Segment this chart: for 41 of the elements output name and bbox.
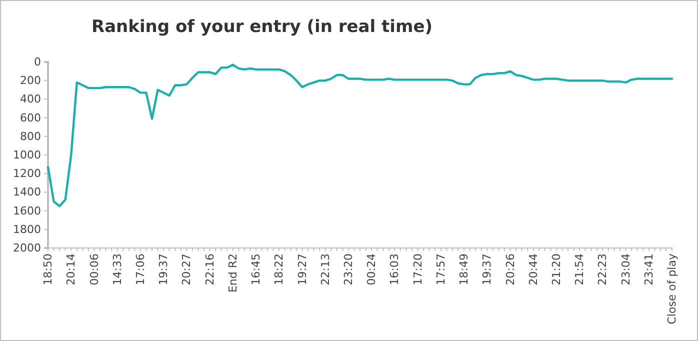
x-tick-label: 19:27 <box>296 254 309 286</box>
y-tick-label: 0 <box>34 56 41 69</box>
x-tick-label: 23:04 <box>619 254 632 286</box>
x-tick-label: 22:23 <box>596 254 610 286</box>
x-tick-label: 18:50 <box>42 254 55 286</box>
chart-title: Ranking of your entry (in real time) <box>91 17 433 37</box>
x-tick-label: 23:20 <box>342 254 355 286</box>
x-tick-label: 22:16 <box>203 254 216 286</box>
x-tick-label: 17:06 <box>134 254 147 286</box>
x-tick-label: 20:14 <box>64 254 78 286</box>
x-tick-label: 21:54 <box>573 254 586 286</box>
x-tick-label: 00:24 <box>365 254 378 286</box>
x-tick-label: 20:27 <box>180 254 194 286</box>
x-tick-label: 20:44 <box>526 254 540 286</box>
x-tick-label: 16:45 <box>250 254 263 286</box>
line-series <box>46 64 674 208</box>
y-tick-label: 1200 <box>13 167 41 180</box>
x-tick-label: 17:57 <box>434 254 448 286</box>
y-tick-label: 1400 <box>13 186 41 199</box>
x-tick-label: End R2 <box>226 254 240 293</box>
y-tick-label: 1600 <box>13 204 41 218</box>
x-tick-label: 16:03 <box>388 254 402 286</box>
x-tick-label: 19:37 <box>480 254 494 286</box>
x-tick-label: 23:41 <box>642 254 656 286</box>
y-tick-label: 800 <box>20 130 41 143</box>
y-tick-label: 1800 <box>13 222 41 236</box>
y-tick-label: 600 <box>20 111 41 124</box>
y-tick-label: 2000 <box>13 242 41 255</box>
x-tick-label: 18:49 <box>458 254 471 286</box>
x-tick-label: 17:20 <box>411 254 424 286</box>
x-tick-label: 00:06 <box>88 254 101 286</box>
y-tick-label: 200 <box>20 74 41 88</box>
y-tick-label: 1000 <box>13 148 41 162</box>
x-tick-label: 19:37 <box>157 254 170 286</box>
x-tick-label: 14:33 <box>110 254 124 286</box>
y-tick-label: 400 <box>20 92 41 106</box>
x-tick-label: 18:22 <box>272 254 286 286</box>
x-tick-label: Close of play <box>666 253 679 324</box>
x-tick-label: 22:13 <box>318 254 332 286</box>
x-tick-label: 21:20 <box>550 254 563 286</box>
x-tick-label: 20:26 <box>504 254 517 286</box>
